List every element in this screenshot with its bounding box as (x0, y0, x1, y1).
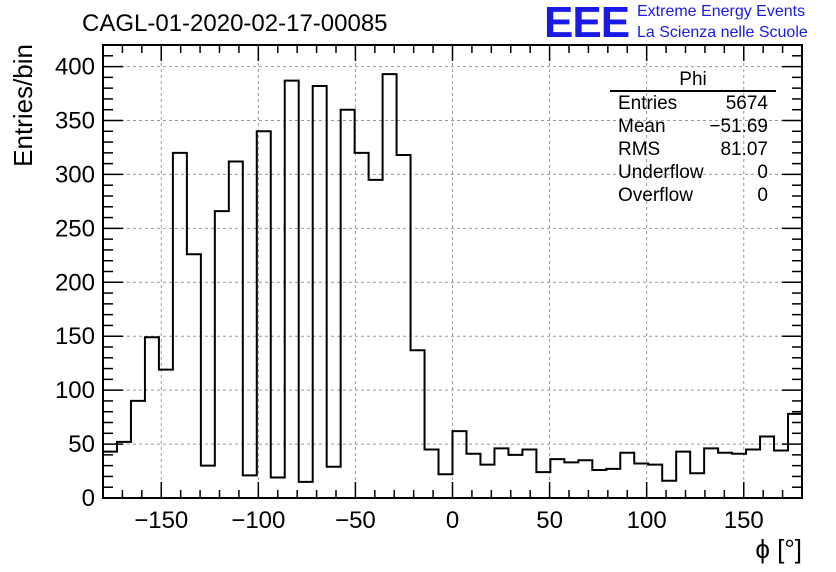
histogram-bin (704, 448, 718, 498)
histogram-bin (760, 437, 774, 498)
x-tick-label: −100 (231, 507, 285, 534)
histogram-bin (425, 449, 439, 498)
histogram-bin (257, 131, 271, 498)
stats-row: Underflow 0 (610, 161, 776, 184)
histogram-bin (592, 470, 606, 498)
stats-value: 81.07 (720, 139, 768, 160)
histogram-bin (201, 466, 215, 498)
stats-label: Underflow (618, 162, 704, 183)
grid-lines (103, 45, 802, 498)
histogram-bin (145, 337, 159, 498)
y-tick-label: 100 (55, 377, 95, 404)
histogram-bin (522, 449, 536, 498)
histogram-bin (746, 449, 760, 498)
logo-line-1: Extreme Energy Events (637, 3, 806, 20)
y-tick-label: 50 (68, 431, 95, 458)
histogram-bin (480, 465, 494, 498)
y-tick-label: 300 (55, 161, 95, 188)
histogram-bin (648, 465, 662, 498)
histogram-outline (102, 73, 803, 498)
histogram-bin (103, 452, 117, 498)
histogram-bin (215, 211, 229, 498)
histogram-bin (131, 401, 145, 498)
y-tick-label: 0 (82, 485, 95, 512)
histogram-bin (494, 448, 508, 498)
x-axis-label: ϕ [°] (755, 534, 802, 564)
stats-title: Phi (610, 70, 776, 92)
stats-value: −51.69 (709, 116, 768, 137)
stats-value: 5674 (725, 93, 768, 114)
logo-line-2: La Scienza nelle Scuole (637, 24, 808, 41)
histogram-bin (578, 460, 592, 498)
histogram-bin (397, 155, 411, 498)
stats-box: Phi Entries 5674 Mean −51.69 RMS 81.07 U… (610, 70, 776, 207)
stats-row: Mean −51.69 (610, 115, 776, 138)
histogram-bin (788, 414, 802, 498)
histogram-bin (327, 467, 341, 498)
histogram-bin (243, 475, 257, 498)
histogram-bin (774, 451, 788, 498)
x-tick-label: −50 (335, 507, 376, 534)
stats-row: Overflow 0 (610, 184, 776, 207)
histogram-bin (355, 153, 369, 498)
histogram-bin (718, 453, 732, 498)
histogram-bin (564, 462, 578, 498)
histogram-bin (383, 74, 397, 498)
histogram-bars (102, 73, 803, 498)
histogram-bin (550, 459, 564, 498)
histogram-bin (369, 180, 383, 498)
histogram-bin (411, 350, 425, 498)
histogram-bin (187, 254, 201, 498)
histogram-bin (690, 473, 704, 498)
stats-value: 0 (757, 162, 768, 183)
stats-label: Mean (618, 116, 666, 137)
histogram-bin (466, 454, 480, 498)
histogram-bin (439, 474, 453, 498)
stats-label: RMS (618, 139, 661, 160)
y-axis-label: Entries/bin (8, 44, 38, 167)
run-title: CAGL-01-2020-02-17-00085 (82, 10, 388, 37)
stats-row: Entries 5674 (610, 92, 776, 115)
x-tick-label: 50 (536, 507, 563, 534)
histogram-bin (229, 161, 243, 498)
histogram-bin (676, 452, 690, 498)
y-tick-label: 200 (55, 269, 95, 296)
histogram-bin (159, 370, 173, 498)
y-tick-label: 400 (55, 54, 95, 81)
stats-value: 0 (757, 185, 768, 206)
x-tick-label: −150 (134, 507, 188, 534)
stats-row: RMS 81.07 (610, 138, 776, 161)
axis-ticks (102, 44, 803, 499)
histogram-bin (453, 431, 467, 498)
histogram-bin (173, 153, 187, 498)
histogram-bin (662, 481, 676, 498)
histogram-bin (299, 482, 313, 498)
y-tick-label: 250 (55, 215, 95, 242)
eee-logo: EEE (544, 0, 630, 47)
y-tick-label: 350 (55, 108, 95, 135)
x-tick-label: 0 (446, 507, 459, 534)
histogram-bin (285, 81, 299, 498)
histogram-bin (536, 472, 550, 498)
tick-labels: −150 −100 −50 0 50 100 150 0 50 100 150 200 250 300 35… (55, 54, 764, 534)
histogram-bin (313, 86, 327, 498)
x-tick-label: 150 (724, 507, 764, 534)
histogram-bin (341, 110, 355, 498)
x-tick-label: 100 (627, 507, 667, 534)
stats-label: Entries (618, 93, 678, 114)
y-tick-label: 150 (55, 323, 95, 350)
histogram-bin (117, 442, 131, 498)
stats-label: Overflow (618, 185, 693, 206)
